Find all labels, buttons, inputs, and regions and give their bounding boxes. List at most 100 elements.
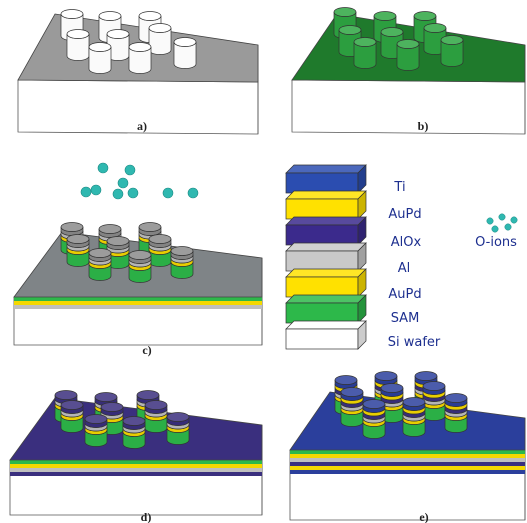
o-ion-dot [487,218,493,224]
legend-block-front [286,251,358,271]
o-ion [128,188,138,198]
panel-b [292,8,525,135]
legend-block-top [286,321,366,329]
pillar-top [445,394,467,403]
pillar-top [171,247,193,256]
legend-label-ti: Ti [393,180,405,195]
legend-label-al: Al [398,261,411,276]
legend-block-top [286,217,366,225]
o-ion [125,165,135,175]
pillar-top [137,391,159,400]
pillar-top [99,225,121,234]
pillar-top [89,249,111,258]
o-ion [188,188,198,198]
legend-label-aupd-top: AuPd [388,207,421,222]
pillar-top [174,38,196,47]
pillar-top [61,223,83,232]
pillar-top [381,384,403,393]
panel-e [290,372,525,521]
legend-block-front [286,199,358,219]
pillar-top [107,30,129,39]
pillar-top [339,26,361,35]
layer-stripe-front [10,464,262,468]
panel-label-b: b) [418,119,429,133]
pillar-top [55,391,77,400]
layer-stripe-front [290,470,525,474]
pillar-top [149,24,171,33]
legend-block-top [286,295,366,303]
layer-stripe-front [10,468,262,472]
layer-stripe-front [290,458,525,462]
pillar-top [67,30,89,39]
legend-label-alox: AlOx [391,235,422,250]
legend-block-front [286,277,358,297]
legend-block-top [286,243,366,251]
pillar-top [381,28,403,37]
pillar-top [61,401,83,410]
wafer-front-face [292,80,525,134]
pillar-top [423,382,445,391]
o-ion [163,188,173,198]
layer-stripe-front [14,305,262,309]
o-ion-dot [492,226,498,232]
pillar-top [441,36,463,45]
pillar-top [85,415,107,424]
pillar-top [415,372,437,381]
o-ion-dot [511,217,517,223]
pillar-top [99,12,121,21]
o-ion-dot [505,224,511,230]
layer-stripe-front [290,466,525,470]
legend-block-front [286,303,358,323]
o-ion [113,189,123,199]
pillar-top [89,43,111,52]
pillar-top [129,251,151,260]
pillar-top [363,400,385,409]
layer-stripe-front [290,454,525,458]
pillar-top [149,235,171,244]
panel-c [14,163,262,345]
panel-d [10,391,262,516]
o-ion [81,187,91,197]
pillar-top [67,235,89,244]
pillar-top [354,38,376,47]
legend-block-stack [286,165,366,349]
o-ion [118,178,128,188]
pillar-top [424,24,446,33]
legend-label-o-ions: O-ions [475,235,517,250]
legend-block-top [286,165,366,173]
legend-label-aupd-bottom: AuPd [388,287,421,302]
pillar-top [95,393,117,402]
legend-block-front [286,329,358,349]
pillar-top [334,8,356,17]
pillar-top [397,40,419,49]
panel-a [18,10,258,135]
o-ions-icon [487,214,517,232]
o-ion [91,185,101,195]
legend-block-front [286,225,358,245]
pillar-top [414,12,436,21]
pillar-top [107,237,129,246]
legend-block-front [286,173,358,193]
pillar-top [139,223,161,232]
pillar-top [101,403,123,412]
pillar-top [374,12,396,21]
layer-stripe-front [10,472,262,476]
pillar-top [375,372,397,381]
pillar-top [403,398,425,407]
o-ion-dot [499,214,505,220]
legend-label-sam: SAM [391,311,420,326]
layer-stripe-front [290,462,525,466]
layer-stripe-front [290,450,525,454]
pillar-top [139,12,161,21]
pillar-top [61,10,83,19]
panel-label-e: e) [419,510,428,523]
legend-label-si-wafer: Si wafer [388,335,441,350]
layer-stripe-front [14,301,262,305]
pillar-top [123,417,145,426]
layer-legend: Ti AuPd AlOx Al AuPd SAM Si wafer O-ions [286,165,517,350]
legend-block-top [286,191,366,199]
panel-label-d: d) [141,510,152,523]
panel-label-a: a) [137,119,147,133]
o-ion [98,163,108,173]
